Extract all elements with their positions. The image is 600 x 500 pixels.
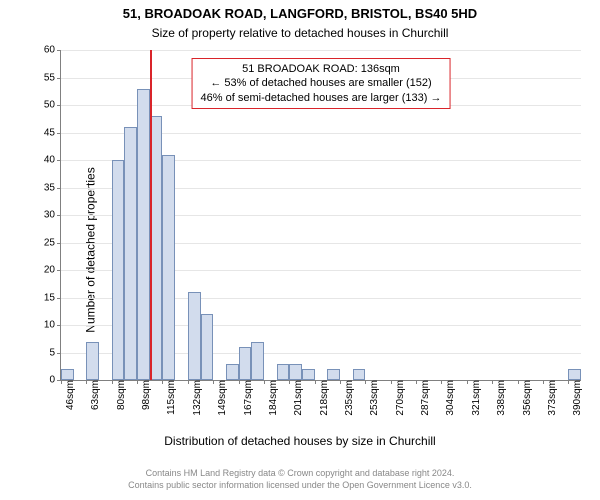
x-tick-label: 287sqm: [416, 380, 431, 416]
histogram-chart: 51, BROADOAK ROAD, LANGFORD, BRISTOL, BS…: [0, 0, 600, 500]
histogram-bar: [162, 155, 175, 381]
histogram-bar: [201, 314, 214, 380]
histogram-bar: [251, 342, 264, 381]
x-tick-label: 356sqm: [518, 380, 533, 416]
x-tick-label: 218sqm: [315, 380, 330, 416]
x-tick-label: 149sqm: [213, 380, 228, 416]
x-tick-label: 390sqm: [568, 380, 583, 416]
y-tick-label: 30: [44, 210, 61, 221]
footer-text: Contains HM Land Registry data © Crown c…: [0, 468, 600, 491]
x-tick-label: 235sqm: [340, 380, 355, 416]
histogram-bar: [327, 369, 340, 380]
histogram-bar: [226, 364, 239, 381]
y-tick-label: 50: [44, 100, 61, 111]
footer-line-2: Contains public sector information licen…: [128, 480, 472, 490]
x-tick-label: 201sqm: [289, 380, 304, 416]
footer-line-1: Contains HM Land Registry data © Crown c…: [146, 468, 455, 478]
x-tick-label: 115sqm: [162, 380, 177, 415]
x-tick-label: 132sqm: [188, 380, 203, 416]
histogram-bar: [289, 364, 302, 381]
y-tick-label: 45: [44, 127, 61, 138]
x-tick-label: 321sqm: [467, 380, 482, 416]
plot-area: 51 BROADOAK ROAD: 136sqm← 53% of detache…: [60, 50, 581, 381]
y-tick-label: 0: [49, 375, 61, 386]
x-tick-label: 46sqm: [61, 380, 76, 410]
y-tick-label: 35: [44, 182, 61, 193]
histogram-bar: [188, 292, 201, 380]
histogram-bar: [61, 369, 74, 380]
y-tick-label: 20: [44, 265, 61, 276]
x-tick-label: 253sqm: [365, 380, 380, 416]
chart-subtitle: Size of property relative to detached ho…: [0, 26, 600, 40]
y-tick-label: 5: [49, 347, 61, 358]
x-tick-label: 373sqm: [543, 380, 558, 416]
x-tick-label: 304sqm: [441, 380, 456, 416]
x-tick-label: 167sqm: [239, 380, 254, 416]
histogram-bar: [137, 89, 150, 381]
x-tick-label: 63sqm: [86, 380, 101, 410]
x-tick-label: 184sqm: [264, 380, 279, 416]
histogram-bar: [353, 369, 366, 380]
property-marker-line: [150, 50, 152, 380]
histogram-bar: [112, 160, 125, 380]
histogram-bar: [239, 347, 252, 380]
chart-title: 51, BROADOAK ROAD, LANGFORD, BRISTOL, BS…: [0, 6, 600, 21]
histogram-bar: [86, 342, 99, 381]
y-tick-label: 55: [44, 72, 61, 83]
x-tick-label: 270sqm: [391, 380, 406, 416]
y-tick-label: 40: [44, 155, 61, 166]
x-tick-label: 80sqm: [112, 380, 127, 410]
info-box-line: 46% of semi-detached houses are larger (…: [201, 91, 442, 105]
y-tick-label: 60: [44, 45, 61, 56]
info-box-line: 51 BROADOAK ROAD: 136sqm: [201, 62, 442, 76]
y-tick-label: 15: [44, 292, 61, 303]
histogram-bar: [302, 369, 315, 380]
y-tick-label: 10: [44, 320, 61, 331]
y-tick-label: 25: [44, 237, 61, 248]
info-box-line: ← 53% of detached houses are smaller (15…: [201, 76, 442, 90]
x-tick-label: 338sqm: [492, 380, 507, 416]
histogram-bar: [124, 127, 137, 380]
histogram-bar: [277, 364, 290, 381]
histogram-bar: [568, 369, 581, 380]
x-axis-label: Distribution of detached houses by size …: [0, 434, 600, 448]
info-box: 51 BROADOAK ROAD: 136sqm← 53% of detache…: [192, 58, 451, 109]
gridline: [61, 50, 581, 51]
x-tick-label: 98sqm: [137, 380, 152, 410]
